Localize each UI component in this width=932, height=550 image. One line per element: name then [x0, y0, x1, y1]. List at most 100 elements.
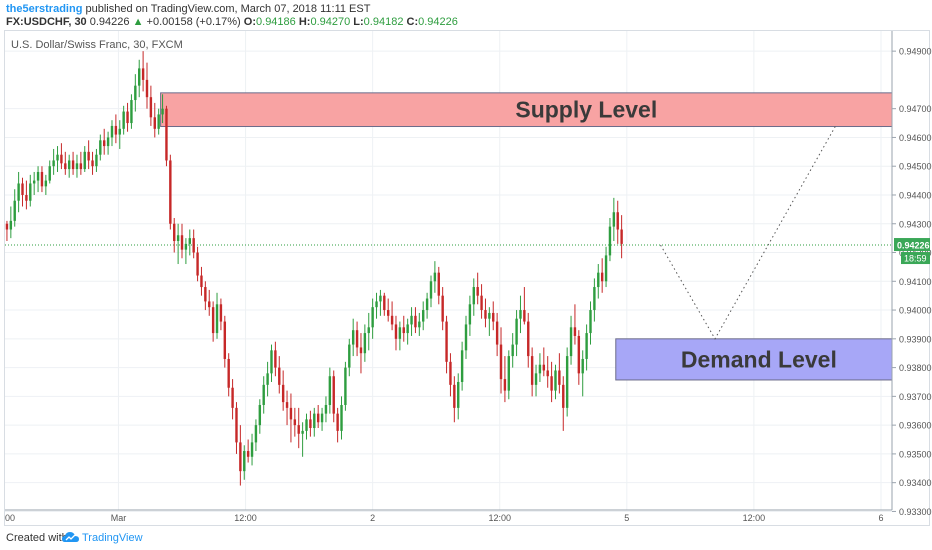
candle-body: [565, 356, 569, 408]
y-tick-label: 0.93800: [899, 363, 932, 373]
candle-body: [87, 151, 90, 161]
candle-body: [472, 287, 475, 305]
candle-body: [301, 430, 304, 434]
candle-body: [367, 327, 370, 334]
candle-body: [363, 333, 367, 354]
candle-body: [422, 310, 425, 322]
candle-body: [398, 327, 402, 339]
candle-body: [56, 154, 59, 161]
candle-body: [227, 358, 230, 388]
candle-body: [184, 243, 188, 250]
candle-body: [48, 166, 51, 181]
y-tick-label: 0.93600: [899, 421, 932, 431]
candle-body: [110, 125, 114, 138]
candle-body: [593, 287, 596, 311]
price-badge: [894, 238, 930, 252]
candle-body: [608, 226, 612, 256]
countdown-label: 18:59: [904, 254, 927, 264]
candle-body: [328, 376, 332, 405]
candle-body: [118, 128, 121, 135]
candle-body: [75, 163, 79, 170]
tradingview-cloud-icon: [62, 532, 79, 542]
candle-body: [589, 310, 592, 334]
candle-body: [332, 376, 335, 414]
candle-body: [554, 370, 557, 391]
candle-body: [52, 160, 55, 167]
candle-body: [445, 321, 448, 362]
x-tick-label: 00: [5, 513, 15, 523]
candle-body: [597, 272, 600, 288]
candle-body: [468, 304, 472, 325]
low-value: 0.94182: [363, 16, 404, 28]
candle-body: [359, 347, 363, 354]
candle-body: [36, 171, 40, 181]
candle-body: [134, 85, 137, 101]
candle-body: [44, 180, 48, 187]
candle-body: [254, 425, 258, 443]
candle-body: [208, 301, 211, 308]
candle-body: [484, 310, 487, 319]
candle-body: [441, 295, 444, 322]
candle-body: [29, 183, 32, 201]
candle-body: [348, 344, 351, 368]
candle-body: [433, 272, 437, 282]
candle-body: [169, 160, 172, 224]
candle-body: [192, 238, 195, 253]
candle-body: [476, 287, 479, 296]
x-tick-label: 6: [878, 513, 883, 523]
close-value: 0.94226: [418, 16, 458, 28]
candle-body: [499, 344, 503, 380]
candle-body: [569, 327, 573, 357]
projection-path: [660, 125, 837, 340]
candle-body: [67, 160, 71, 170]
candle-body: [5, 223, 9, 230]
candle-body: [546, 370, 549, 377]
candle-body: [394, 324, 398, 339]
candle-body: [211, 307, 215, 334]
candle-body: [297, 425, 300, 434]
candle-body: [285, 402, 289, 408]
candle-body: [562, 384, 565, 408]
candle-body: [25, 194, 28, 201]
candle-body: [246, 451, 250, 457]
ohlc-line: FX:USDCHF, 30 0.94226 ▲ +0.00158 (+0.17%…: [6, 16, 458, 28]
candle-body: [390, 315, 394, 325]
candle-body: [616, 212, 619, 230]
candle-body: [235, 407, 238, 443]
tradingview-link[interactable]: TradingView: [82, 532, 143, 544]
y-tick-label: 0.93500: [899, 449, 932, 459]
candle-body: [99, 140, 102, 155]
y-tick-label: 0.93400: [899, 478, 932, 488]
candle-body: [219, 304, 223, 322]
candle-body: [410, 315, 413, 325]
candle-body: [530, 356, 534, 385]
candle-body: [383, 295, 386, 311]
candle-body: [266, 373, 269, 385]
candle-body: [527, 321, 530, 357]
candle-body: [114, 125, 118, 135]
price-badge-label: 0.94226: [897, 241, 930, 251]
author-link[interactable]: the5erstrading: [6, 3, 83, 15]
candle-body: [386, 310, 390, 316]
candle-body: [406, 324, 409, 334]
axis-layer: 0.94900 0.94700 0.94600 0.94500 0.94400 0.943…: [5, 31, 932, 523]
countdown-badge: [901, 252, 930, 265]
candle-body: [336, 413, 339, 431]
candle-body: [250, 442, 254, 457]
demand-zone: [615, 338, 893, 381]
footer: Created with TradingView: [0, 526, 932, 550]
candle-body: [538, 364, 542, 374]
y-tick-label: 0.94600: [899, 133, 932, 143]
candle-body: [262, 384, 265, 405]
candle-body: [223, 321, 227, 359]
candle-body: [604, 255, 608, 282]
candle-body: [161, 108, 164, 115]
candle-body: [289, 407, 293, 420]
chart-title: U.S. Dollar/Swiss Franc, 30, FXCM: [11, 39, 183, 51]
candle-body: [375, 301, 378, 308]
candle-body: [429, 281, 433, 299]
high-value: 0.94270: [310, 16, 351, 28]
candle-body: [40, 171, 44, 187]
x-tick-label: 2: [370, 513, 375, 523]
